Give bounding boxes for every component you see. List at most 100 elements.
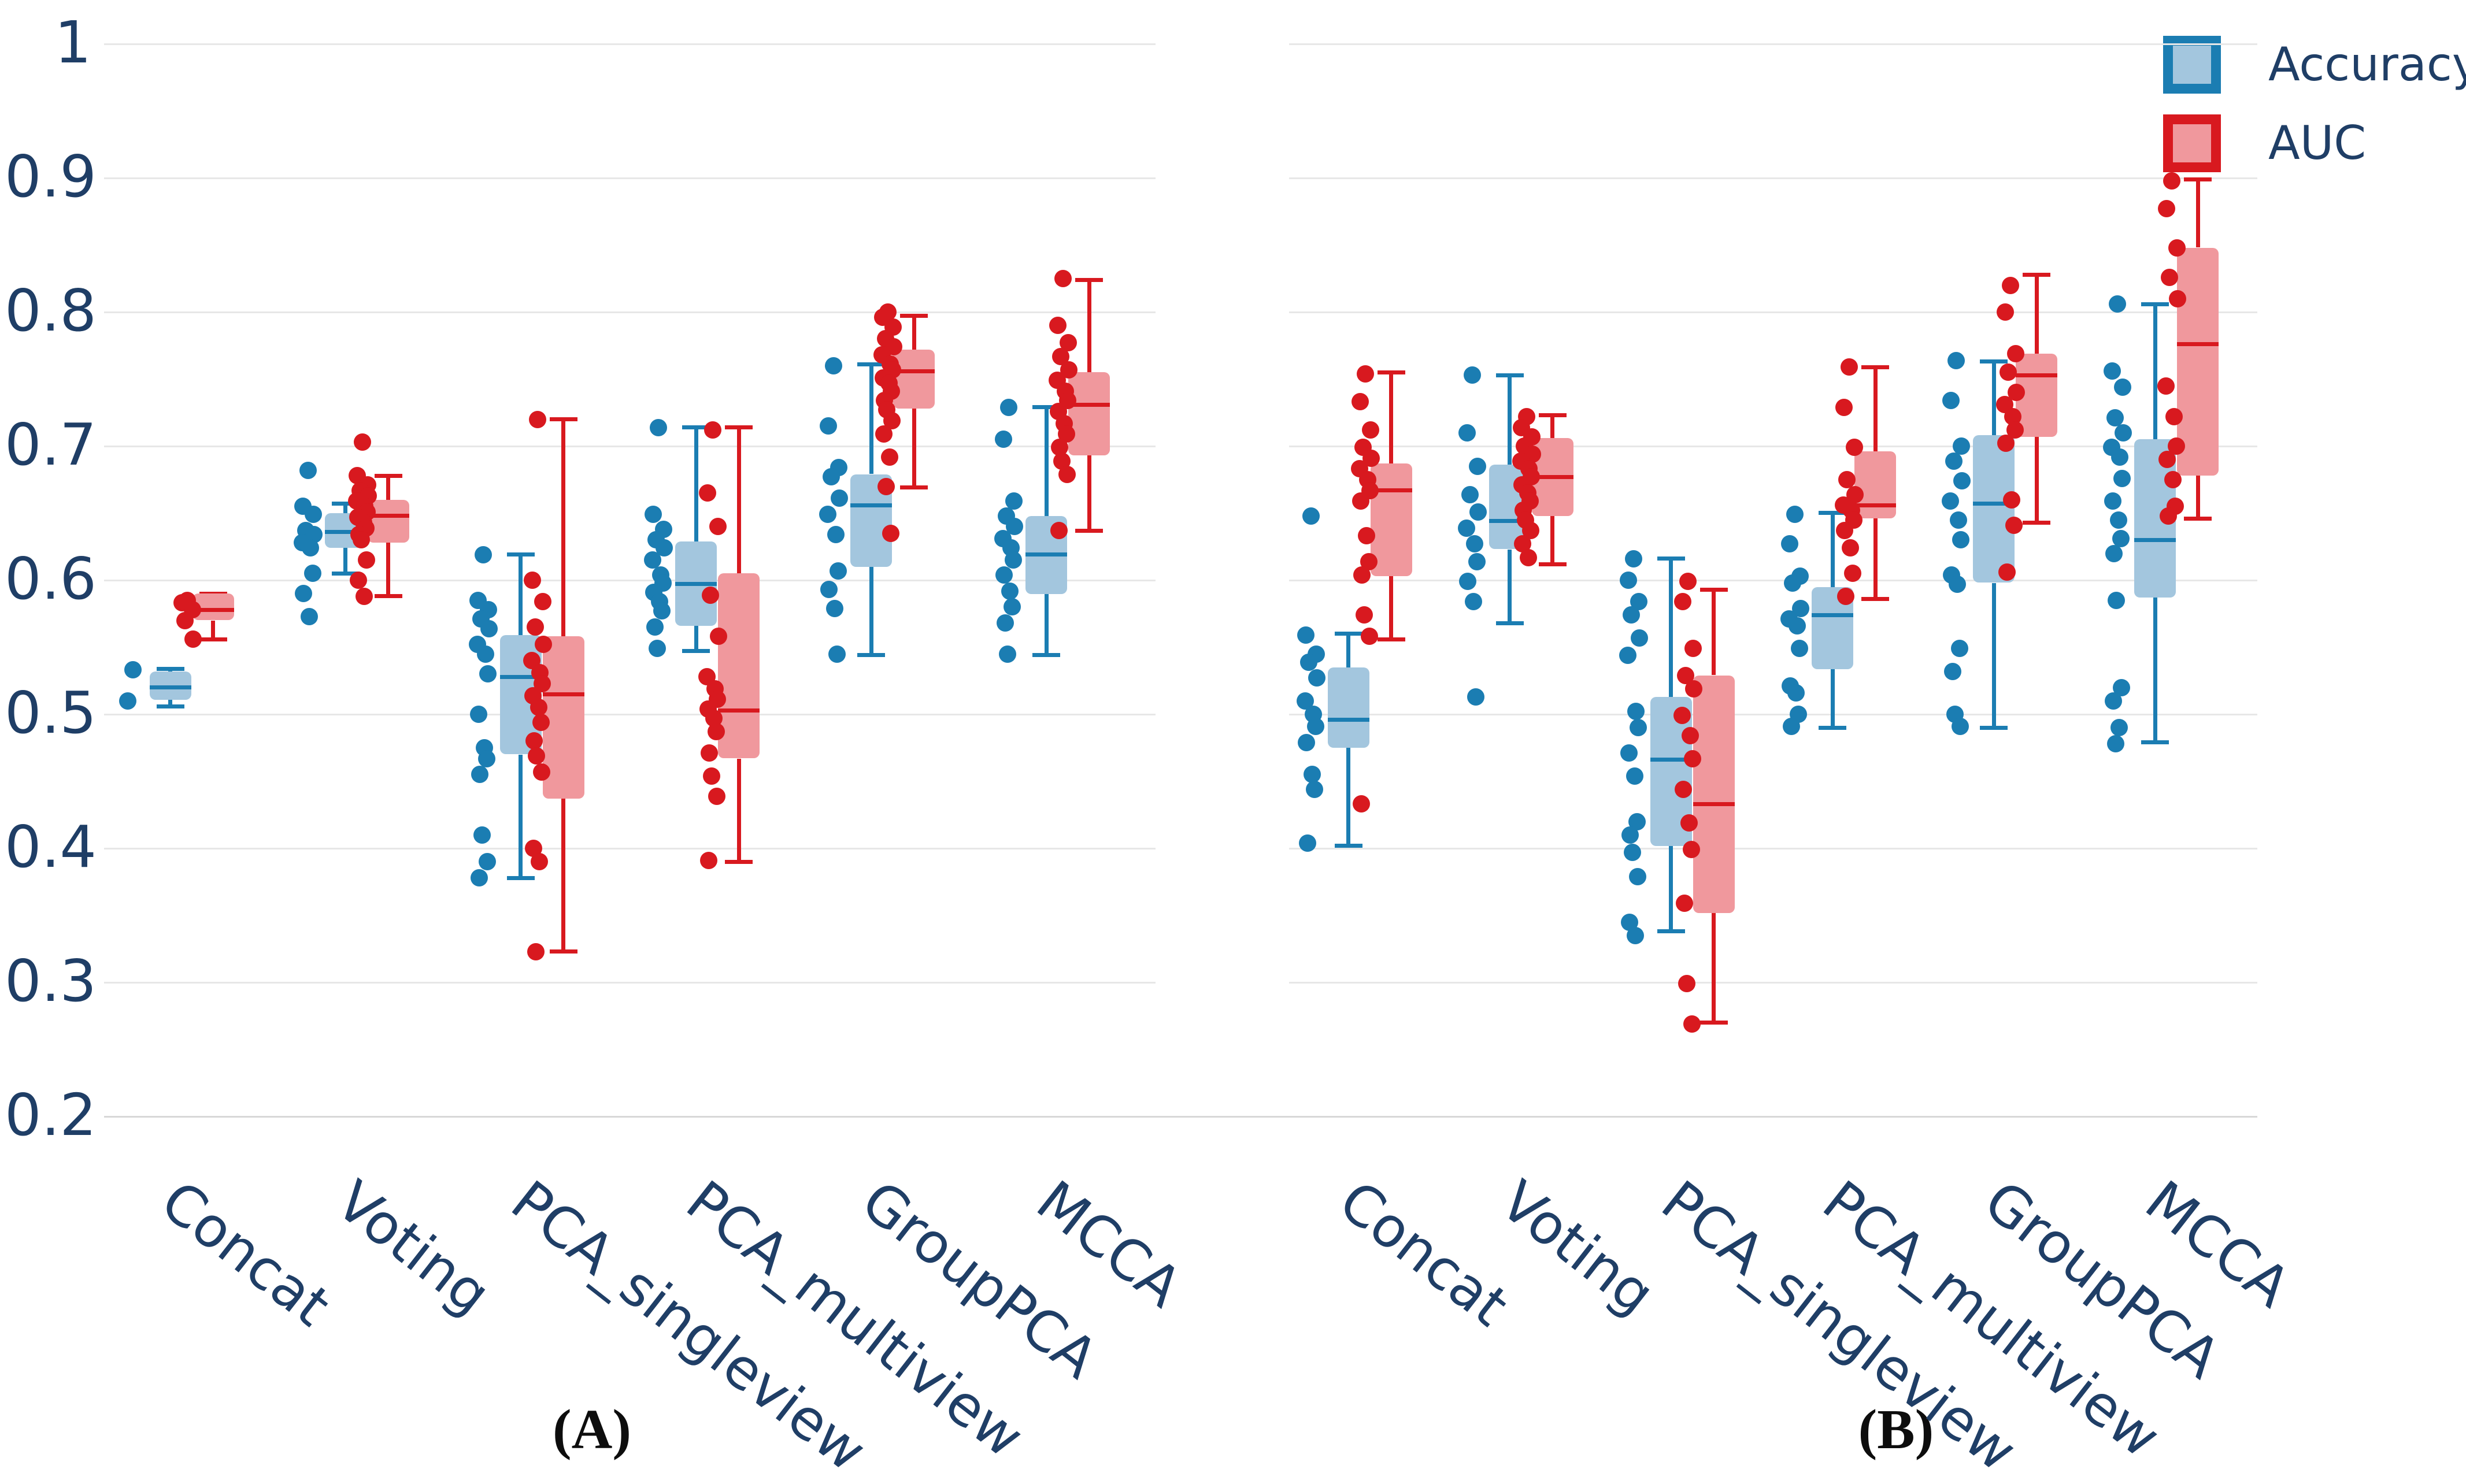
gridline-1-panel-b (1289, 43, 2257, 45)
panel-b-voting-accuracy-point (1466, 535, 1483, 552)
panel-a-mcca-accuracy-upper-whisker (1045, 407, 1049, 516)
panel-a-voting-accuracy-upper-whisker (343, 504, 347, 513)
panel-b-pca_multiview-auc-point (1838, 471, 1856, 488)
panel-a-pca_singleview-auc-point (535, 636, 552, 653)
panel-a-voting-accuracy-point (301, 608, 318, 625)
panel-b-grouppca-accuracy-point (1942, 492, 1959, 510)
panel-a-pca_multiview-accuracy-point (646, 618, 664, 636)
panel-a-grouppca-accuracy-median (850, 503, 892, 507)
panel-a-voting-accuracy-point (302, 539, 319, 556)
panel-b-pca_singleview-auc-upper-cap (1700, 588, 1728, 592)
panel-b-mcca-accuracy-lower-cap (2141, 740, 2169, 744)
panel-b-mcca-auc-point (2161, 269, 2178, 286)
x-tick-label-panel-a-mcca: MCCA (1024, 1168, 1194, 1320)
panel-a-mcca-accuracy-point (995, 566, 1013, 584)
panel-a-concat-auc-lower-cap (199, 637, 227, 641)
panel-b-pca_singleview-accuracy-point (1619, 647, 1636, 664)
panel-b-pca_singleview-auc-point (1673, 707, 1691, 724)
panel-a-mcca-auc-median (1068, 403, 1110, 407)
panel-a-pca_multiview-accuracy-point (649, 640, 666, 657)
panel-b-mcca-accuracy-lower-whisker (2153, 598, 2157, 743)
panel-b-concat-accuracy-point (1297, 626, 1315, 644)
panel-b-pca_multiview-auc-lower-whisker (1873, 518, 1878, 599)
panel-a-concat-auc-lower-whisker (211, 621, 215, 639)
panel-a-pca_singleview-accuracy-point (479, 665, 497, 682)
legend-item-auc[interactable]: AUC (2163, 114, 2466, 172)
panel-b-concat-accuracy-median (1328, 718, 1369, 722)
panel-b-concat-auc-point (1362, 421, 1379, 439)
panel-b-mcca-accuracy-point (2104, 362, 2121, 380)
panel-a-grouppca-auc-point (882, 525, 899, 542)
panel-b-grouppca-accuracy-point (1947, 352, 1965, 369)
panel-b-concat-auc-point (1357, 365, 1374, 383)
legend-item-accuracy[interactable]: Accuracy (2163, 36, 2466, 94)
panel-a-mcca-auc-point (1050, 522, 1068, 539)
panel-b-mcca-accuracy-median (2134, 538, 2176, 542)
panel-a-voting-auc-median (368, 514, 409, 518)
panel-b-concat-accuracy-upper-cap (1335, 632, 1362, 636)
panel-b-mcca-accuracy-point (2111, 448, 2128, 466)
panel-b-mcca-auc-point (2157, 377, 2175, 395)
panel-a-concat-auc-median (192, 608, 234, 612)
gridline-0.9-panel-a (104, 177, 1156, 179)
panel-b-concat-accuracy-point (1304, 766, 1321, 783)
legend: Accuracy AUC (2163, 36, 2466, 193)
panel-a-pca_multiview-accuracy-point (650, 419, 667, 436)
panel-a-voting-accuracy-lower-cap (332, 572, 360, 576)
panel-a-pca_multiview-accuracy-upper-whisker (694, 428, 698, 541)
panel-a-pca_multiview-auc-point (708, 788, 725, 805)
panel-a-pca_multiview-auc-point (699, 484, 716, 502)
gridline-0.9-panel-b (1289, 177, 2257, 179)
panel-a-pca_multiview-accuracy-lower-whisker (694, 626, 698, 651)
panel-b-concat-accuracy-point (1308, 669, 1325, 687)
panel-a-mcca-accuracy-point (1000, 399, 1017, 416)
panel-a-concat-accuracy-lower-whisker (168, 699, 172, 706)
panel-b-grouppca-auc-lower-cap (2023, 521, 2050, 525)
panel-b-grouppca-accuracy-point (1945, 452, 1963, 470)
panel-a-pca_multiview-auc-point (709, 518, 727, 535)
panel-a-grouppca-accuracy-lower-whisker (869, 567, 873, 655)
panel-a-grouppca-accuracy-point (819, 506, 836, 523)
panel-a-pca_singleview-accuracy-point (471, 766, 488, 783)
panel-b-voting-auc-upper-whisker (1550, 415, 1554, 438)
gridline-0.5-panel-b (1289, 714, 2257, 715)
panel-b-grouppca-accuracy-upper-whisker (1992, 362, 1996, 436)
panel-b-grouppca-auc-point (2002, 277, 2019, 294)
panel-a-grouppca-auc-point (875, 425, 893, 443)
y-tick-label-0.2: 0.2 (5, 1081, 97, 1149)
panel-b-pca_singleview-accuracy-point (1627, 703, 1645, 720)
panel-a-pca_multiview-auc-box (718, 573, 760, 758)
y-tick-label-0.6: 0.6 (5, 545, 97, 613)
panel-b-concat-auc-upper-whisker (1389, 372, 1393, 463)
panel-a-grouppca-accuracy-point (823, 468, 840, 485)
panel-a-voting-auc-lower-whisker (386, 543, 390, 596)
panel-b-concat-accuracy-point (1299, 834, 1316, 852)
panel-a-mcca-auc-lower-cap (1075, 529, 1103, 533)
panel-a-mcca-auc-point (1058, 466, 1076, 483)
panel-b-pca_multiview-auc-point (1844, 565, 1861, 582)
panel-a-mcca-auc-point (1054, 270, 1072, 287)
panel-a-voting-auc-upper-whisker (386, 476, 390, 500)
panel-b-voting-auc-lower-whisker (1550, 516, 1554, 565)
panel-b-mcca-auc-point (2158, 200, 2175, 217)
panel-b-mcca-auc-upper-whisker (2196, 179, 2200, 247)
panel-b-voting-accuracy-point (1469, 503, 1487, 521)
panel-b-mcca-accuracy-point (2114, 379, 2131, 396)
panel-b-grouppca-auc-lower-whisker (2035, 437, 2039, 522)
panel-b-voting-accuracy-lower-cap (1496, 621, 1524, 625)
panel-b-pca_multiview-auc-lower-cap (1861, 597, 1889, 601)
panel-b-grouppca-accuracy-lower-whisker (1992, 583, 1996, 728)
panel-a-grouppca-accuracy-point (825, 357, 842, 374)
panel-a-pca_multiview-auc-upper-cap (725, 425, 753, 429)
panel-a-pca_singleview-auc-point (532, 714, 550, 731)
panel-a-grouppca-accuracy-upper-whisker (869, 364, 873, 474)
panel-b-pca_singleview-accuracy-point (1620, 744, 1638, 762)
panel-b-mcca-auc-point (2168, 239, 2186, 257)
panel-b-voting-accuracy-upper-whisker (1508, 375, 1512, 465)
panel-a-pca_singleview-auc-point (529, 411, 546, 428)
panel-a-mcca-auc-upper-cap (1075, 278, 1103, 282)
panel-b-concat-accuracy-upper-whisker (1346, 634, 1350, 667)
panel-b-pca_multiview-auc-upper-whisker (1873, 367, 1878, 451)
panel-a-concat-accuracy-median (150, 685, 191, 689)
panel-a-pca_singleview-accuracy-lower-cap (507, 876, 535, 880)
